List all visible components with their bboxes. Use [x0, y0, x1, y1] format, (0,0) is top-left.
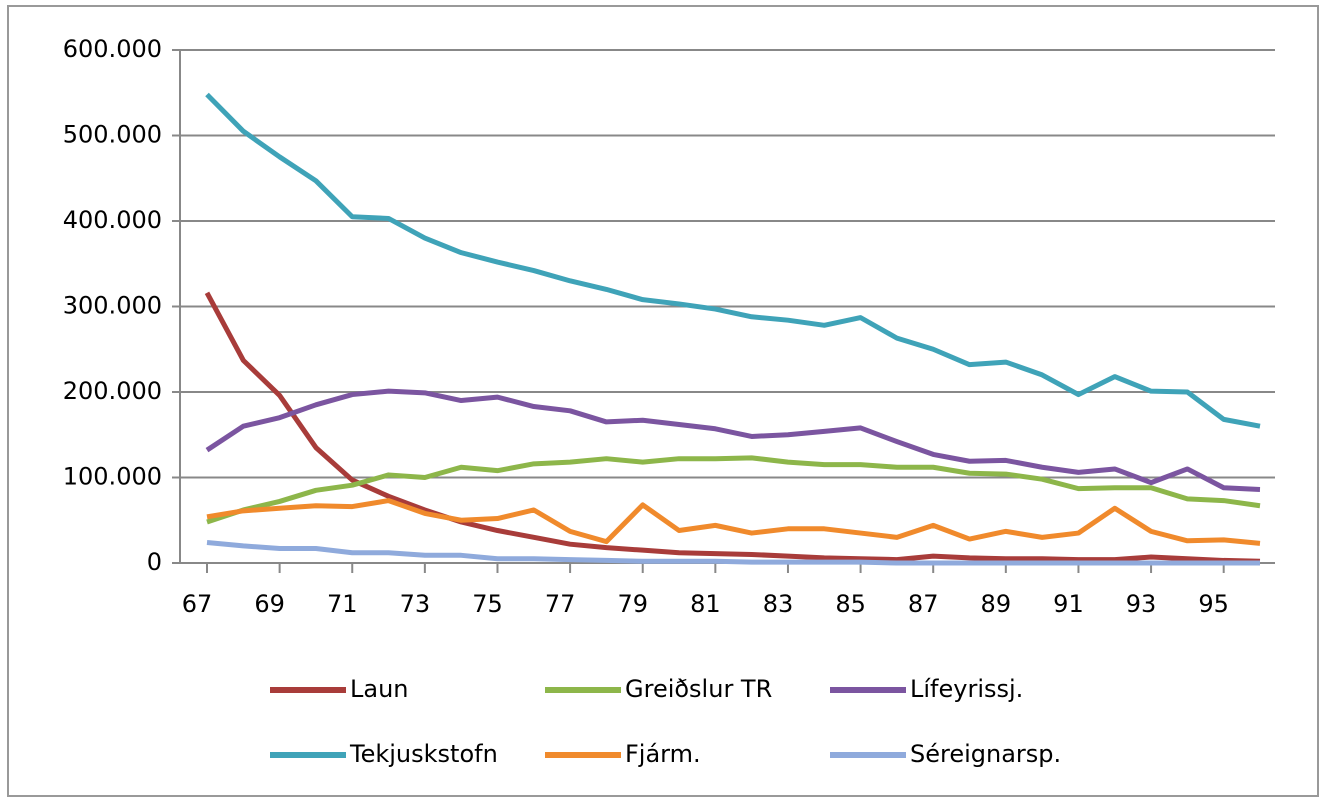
y-tick-label: 500.000 [63, 121, 162, 149]
y-tick-label: 200.000 [63, 377, 162, 405]
x-tick-label: 89 [981, 590, 1012, 618]
series-line [206, 455, 1261, 525]
y-tick-label: 100.000 [63, 463, 162, 491]
x-tick-label: 85 [835, 590, 866, 618]
legend-label: Lífeyrissj. [910, 675, 1023, 703]
y-tick-label: 300.000 [63, 292, 162, 320]
series-line [205, 388, 1261, 492]
x-tick-label: 95 [1198, 590, 1229, 618]
x-tick-label: 77 [545, 590, 576, 618]
x-tick-label: 69 [254, 590, 285, 618]
y-tick-label: 600.000 [63, 35, 162, 63]
legend-label: Fjárm. [625, 740, 701, 768]
x-tick-label: 67 [182, 590, 213, 618]
series-line [205, 92, 1261, 429]
frame [7, 5, 1319, 797]
x-tick-label: 87 [908, 590, 939, 618]
legend-label: Greiðslur TR [625, 675, 772, 703]
series-line [204, 291, 1261, 564]
x-tick-label: 79 [617, 590, 648, 618]
x-tick-label: 93 [1126, 590, 1157, 618]
y-tick-label: 0 [147, 548, 162, 576]
x-tick-label: 83 [763, 590, 794, 618]
x-tick-label: 71 [327, 590, 358, 618]
y-tick-label: 400.000 [63, 206, 162, 234]
x-tick-label: 81 [690, 590, 721, 618]
x-tick-label: 91 [1053, 590, 1084, 618]
x-tick-label: 75 [472, 590, 503, 618]
series-line [206, 539, 1260, 566]
legend-label: Tekjuskstofn [349, 740, 498, 768]
x-tick-label: 73 [400, 590, 431, 618]
legend-label: Laun [350, 675, 409, 703]
legend-label: Séreignarsp. [910, 740, 1061, 768]
series-line [206, 498, 1261, 546]
